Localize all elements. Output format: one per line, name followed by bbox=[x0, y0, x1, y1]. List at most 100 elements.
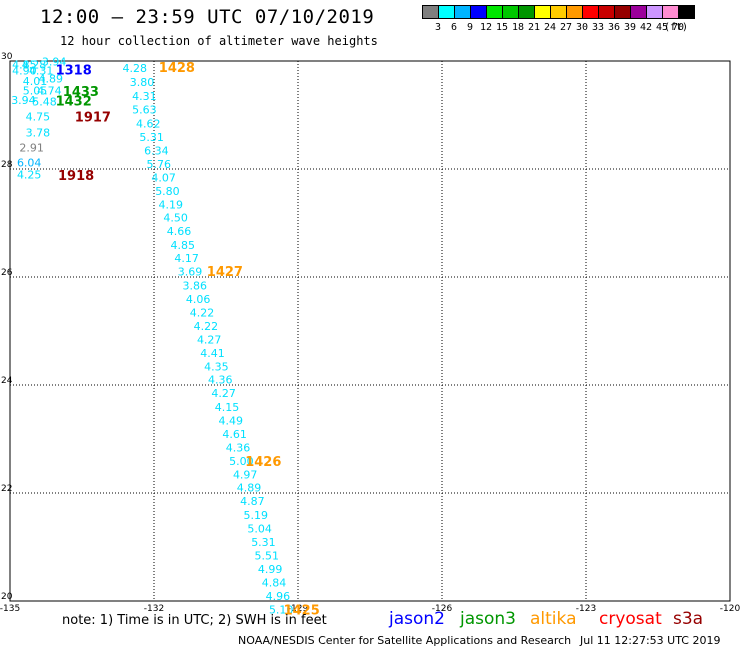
wave-height-value: 4.90 bbox=[12, 65, 37, 78]
wave-height-value: 5.31 bbox=[251, 536, 276, 549]
wave-height-value: 5.48 bbox=[32, 95, 57, 108]
wave-height-value: 4.50 bbox=[163, 211, 188, 224]
color-scale-label: 27 bbox=[559, 22, 573, 33]
wave-height-value: 4.01 bbox=[23, 75, 48, 88]
wave-height-value: 4.96 bbox=[266, 590, 291, 603]
legend-altika: altika bbox=[530, 609, 577, 629]
color-scale-label: 12 bbox=[479, 22, 493, 33]
color-scale-label: 18 bbox=[511, 22, 525, 33]
wave-height-value: 4.27 bbox=[211, 387, 236, 400]
pass-time-label: 1918 bbox=[58, 169, 94, 184]
wave-height-value: 3.69 bbox=[178, 265, 203, 278]
map-frame bbox=[9, 60, 731, 602]
wave-height-value: 4.35 bbox=[204, 360, 229, 373]
pass-time-label: 1428 bbox=[159, 61, 195, 76]
pass-time-label: 1432 bbox=[56, 94, 92, 109]
wave-height-value: 5.51 bbox=[255, 549, 280, 562]
color-scale-label: 70 bbox=[671, 22, 685, 33]
wave-height-value: 4.74 bbox=[37, 84, 62, 97]
color-scale-label: 36 bbox=[607, 22, 621, 33]
latitude-tick-label: 26 bbox=[1, 268, 13, 278]
longitude-tick-label: -123 bbox=[576, 604, 596, 614]
wave-height-value: 5.76 bbox=[147, 158, 172, 171]
color-scale-label: 24 bbox=[543, 22, 557, 33]
wave-height-value: 4.06 bbox=[186, 293, 211, 306]
wave-height-value: 4.61 bbox=[222, 428, 247, 441]
wave-height-value: 3.86 bbox=[183, 279, 208, 292]
credit-agency: NOAA/NESDIS Center for Satellite Applica… bbox=[238, 634, 572, 647]
color-scale-label: 45 bbox=[655, 22, 669, 33]
wave-height-value: 4.22 bbox=[190, 306, 215, 319]
wave-height-value: 4.62 bbox=[136, 117, 161, 130]
wave-height-value: 4.49 bbox=[219, 414, 244, 427]
color-scale-label: 42 bbox=[639, 22, 653, 33]
latitude-tick-label: 20 bbox=[1, 592, 13, 602]
pass-time-label: 1425 bbox=[284, 604, 320, 619]
wave-height-value: 5.10 bbox=[269, 603, 294, 616]
color-scale-label: 39 bbox=[623, 22, 637, 33]
wave-height-value: 4.28 bbox=[22, 59, 47, 72]
wave-height-value: 4.97 bbox=[233, 468, 258, 481]
wave-height-value: 6.04 bbox=[17, 156, 42, 169]
wave-height-value: 5.04 bbox=[247, 522, 272, 535]
wave-height-value: 6.34 bbox=[144, 144, 169, 157]
wave-height-value: 4.28 bbox=[123, 62, 148, 75]
legend-jason2: jason2 bbox=[389, 609, 445, 629]
color-scale-legend: 3 6 9 12 15 18 21 24 27 30 33 36 39 42 45 70 (ft) bbox=[422, 5, 695, 33]
wave-height-value: 5.00 bbox=[229, 455, 254, 468]
wave-height-value: 3.94 bbox=[42, 55, 67, 68]
wave-height-value: 4.66 bbox=[167, 225, 192, 238]
wave-height-value: 4.07 bbox=[151, 171, 176, 184]
color-scale-swatches bbox=[422, 5, 695, 19]
longitude-tick-label: -135 bbox=[0, 604, 20, 614]
wave-height-value: 4.75 bbox=[26, 110, 51, 123]
page-subtitle: 12 hour collection of altimeter wave hei… bbox=[60, 34, 378, 48]
wave-height-value: 4.36 bbox=[208, 373, 233, 386]
latitude-tick-label: 24 bbox=[1, 376, 13, 386]
wave-height-value: 5.19 bbox=[244, 509, 269, 522]
wave-height-value: 4.84 bbox=[262, 576, 287, 589]
color-scale-label: (ft) bbox=[663, 22, 689, 33]
credit-timestamp: Jul 11 12:27:53 UTC 2019 bbox=[580, 634, 721, 647]
wave-height-value: 4.89 bbox=[237, 481, 262, 494]
wave-height-value: 4.15 bbox=[215, 401, 240, 414]
wave-height-value: 2.91 bbox=[19, 142, 44, 155]
wave-height-value: 4.31 bbox=[132, 90, 157, 103]
wave-height-value: 5.80 bbox=[155, 185, 180, 198]
legend-jason3: jason3 bbox=[460, 609, 516, 629]
wave-height-value: 3.78 bbox=[26, 127, 51, 140]
color-scale-label: 3 bbox=[434, 22, 442, 33]
color-scale-labels: 3 6 9 12 15 18 21 24 27 30 33 36 39 42 45 70 (ft) bbox=[422, 22, 732, 36]
color-scale-label: 9 bbox=[466, 22, 474, 33]
pass-time-label: 1426 bbox=[245, 455, 281, 470]
color-scale-label: 33 bbox=[591, 22, 605, 33]
color-scale-label: 21 bbox=[527, 22, 541, 33]
wave-height-value: 5.05 bbox=[23, 84, 48, 97]
longitude-tick-label: -126 bbox=[432, 604, 453, 614]
wave-height-value: 4.19 bbox=[159, 198, 184, 211]
wave-height-value: 4.36 bbox=[226, 441, 251, 454]
latitude-tick-label: 30 bbox=[1, 52, 13, 62]
color-swatch bbox=[678, 5, 695, 19]
latitude-tick-label: 28 bbox=[1, 160, 13, 170]
wave-height-value: 3.80 bbox=[130, 76, 155, 89]
wave-height-value: 4.89 bbox=[39, 73, 64, 86]
wave-height-value: 4.85 bbox=[12, 59, 37, 72]
pass-time-label: 1433 bbox=[63, 85, 99, 100]
color-scale-label: 6 bbox=[450, 22, 458, 33]
longitude-tick-label: -132 bbox=[144, 604, 164, 614]
footer-note: note: 1) Time is in UTC; 2) SWH is in fe… bbox=[62, 613, 327, 628]
color-scale-label: 15 bbox=[495, 22, 509, 33]
pass-time-label: 1427 bbox=[207, 265, 243, 280]
wave-height-value: 4.27 bbox=[197, 333, 222, 346]
wave-height-value: 4.17 bbox=[174, 252, 199, 265]
wave-height-value: 4.31 bbox=[29, 65, 54, 78]
wave-height-value: 4.87 bbox=[240, 495, 265, 508]
wave-height-value: 4.25 bbox=[17, 169, 42, 182]
color-scale-label: 30 bbox=[575, 22, 589, 33]
legend-cryosat: cryosat bbox=[599, 609, 662, 629]
longitude-tick-label: -129 bbox=[288, 604, 309, 614]
wave-height-value: 5.31 bbox=[139, 131, 164, 144]
